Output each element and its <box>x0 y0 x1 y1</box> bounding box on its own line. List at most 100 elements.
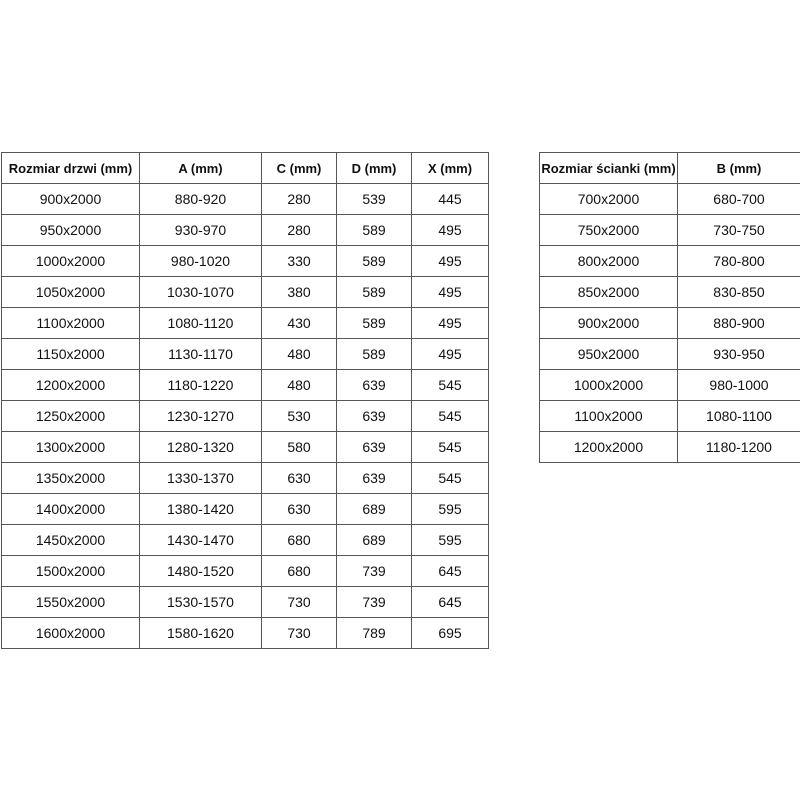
table-cell: 595 <box>411 493 489 525</box>
table-cell: 930-950 <box>677 338 800 370</box>
table-cell: 495 <box>411 338 489 370</box>
table-cell: 830-850 <box>677 276 800 308</box>
table-cell: 980-1020 <box>139 245 262 277</box>
table-cell: 680 <box>261 555 337 587</box>
table-cell: 730-750 <box>677 214 800 246</box>
table-row: 1550x2000 1530-1570 730 739 645 <box>1 586 489 618</box>
table-cell: 739 <box>336 586 412 618</box>
table-cell: 1250x2000 <box>1 400 140 432</box>
table-cell: 880-920 <box>139 183 262 215</box>
table-cell: 1450x2000 <box>1 524 140 556</box>
table-cell: 589 <box>336 214 412 246</box>
table-cell: 1430-1470 <box>139 524 262 556</box>
table-cell: 980-1000 <box>677 369 800 401</box>
column-header: X (mm) <box>411 152 489 184</box>
table-header-row: Rozmiar ścianki (mm) B (mm) <box>539 152 800 184</box>
table-row: 1200x2000 1180-1220 480 639 545 <box>1 369 489 401</box>
table-cell: 495 <box>411 307 489 339</box>
table-cell: 1050x2000 <box>1 276 140 308</box>
table-row: 700x2000 680-700 <box>539 183 800 215</box>
table-row: 800x2000 780-800 <box>539 245 800 277</box>
table-cell: 330 <box>261 245 337 277</box>
table-cell: 689 <box>336 524 412 556</box>
table-cell: 1230-1270 <box>139 400 262 432</box>
table-row: 1150x2000 1130-1170 480 589 495 <box>1 338 489 370</box>
table-cell: 430 <box>261 307 337 339</box>
table-cell: 1330-1370 <box>139 462 262 494</box>
table-cell: 589 <box>336 338 412 370</box>
table-cell: 589 <box>336 276 412 308</box>
table-cell: 1550x2000 <box>1 586 140 618</box>
table-cell: 950x2000 <box>539 338 678 370</box>
table-cell: 1030-1070 <box>139 276 262 308</box>
table-cell: 1580-1620 <box>139 617 262 649</box>
column-header: Rozmiar drzwi (mm) <box>1 152 140 184</box>
table-cell: 1380-1420 <box>139 493 262 525</box>
table-cell: 900x2000 <box>539 307 678 339</box>
table-cell: 280 <box>261 183 337 215</box>
table-row: 1300x2000 1280-1320 580 639 545 <box>1 431 489 463</box>
table-cell: 1000x2000 <box>539 369 678 401</box>
table-cell: 1100x2000 <box>1 307 140 339</box>
table-cell: 495 <box>411 245 489 277</box>
table-cell: 1500x2000 <box>1 555 140 587</box>
table-cell: 1350x2000 <box>1 462 140 494</box>
table-row: 900x2000 880-920 280 539 445 <box>1 183 489 215</box>
table-cell: 1400x2000 <box>1 493 140 525</box>
wall-size-table: Rozmiar ścianki (mm) B (mm) 700x2000 680-7… <box>539 152 800 463</box>
table-cell: 1150x2000 <box>1 338 140 370</box>
table-cell: 639 <box>336 369 412 401</box>
table-cell: 780-800 <box>677 245 800 277</box>
table-cell: 930-970 <box>139 214 262 246</box>
table-cell: 880-900 <box>677 307 800 339</box>
table-row: 1100x2000 1080-1120 430 589 495 <box>1 307 489 339</box>
table-cell: 630 <box>261 493 337 525</box>
table-row: 850x2000 830-850 <box>539 276 800 308</box>
table-cell: 645 <box>411 586 489 618</box>
table-row: 950x2000 930-970 280 589 495 <box>1 214 489 246</box>
table-cell: 630 <box>261 462 337 494</box>
table-cell: 900x2000 <box>1 183 140 215</box>
table-cell: 580 <box>261 431 337 463</box>
table-cell: 1480-1520 <box>139 555 262 587</box>
table-cell: 730 <box>261 617 337 649</box>
table-cell: 850x2000 <box>539 276 678 308</box>
table-cell: 680 <box>261 524 337 556</box>
table-row: 1350x2000 1330-1370 630 639 545 <box>1 462 489 494</box>
table-cell: 445 <box>411 183 489 215</box>
table-cell: 1080-1100 <box>677 400 800 432</box>
table-row: 1450x2000 1430-1470 680 689 595 <box>1 524 489 556</box>
table-cell: 545 <box>411 431 489 463</box>
table-row: 1600x2000 1580-1620 730 789 695 <box>1 617 489 649</box>
column-header: Rozmiar ścianki (mm) <box>539 152 678 184</box>
table-row: 1500x2000 1480-1520 680 739 645 <box>1 555 489 587</box>
table-cell: 545 <box>411 400 489 432</box>
table-cell: 539 <box>336 183 412 215</box>
table-cell: 1080-1120 <box>139 307 262 339</box>
table-cell: 800x2000 <box>539 245 678 277</box>
table-cell: 639 <box>336 400 412 432</box>
table-cell: 645 <box>411 555 489 587</box>
table-cell: 1180-1220 <box>139 369 262 401</box>
table-row: 1400x2000 1380-1420 630 689 595 <box>1 493 489 525</box>
table-cell: 530 <box>261 400 337 432</box>
table-cell: 1130-1170 <box>139 338 262 370</box>
table-cell: 495 <box>411 214 489 246</box>
table-row: 950x2000 930-950 <box>539 338 800 370</box>
table-row: 1250x2000 1230-1270 530 639 545 <box>1 400 489 432</box>
table-row: 1000x2000 980-1000 <box>539 369 800 401</box>
table-row: 750x2000 730-750 <box>539 214 800 246</box>
table-cell: 1600x2000 <box>1 617 140 649</box>
table-row: 1100x2000 1080-1100 <box>539 400 800 432</box>
table-cell: 380 <box>261 276 337 308</box>
column-header: D (mm) <box>336 152 412 184</box>
table-cell: 545 <box>411 462 489 494</box>
table-row: 1000x2000 980-1020 330 589 495 <box>1 245 489 277</box>
table-cell: 545 <box>411 369 489 401</box>
table-cell: 639 <box>336 462 412 494</box>
column-header: A (mm) <box>139 152 262 184</box>
table-row: 1050x2000 1030-1070 380 589 495 <box>1 276 489 308</box>
table-cell: 1000x2000 <box>1 245 140 277</box>
table-cell: 789 <box>336 617 412 649</box>
table-row: 1200x2000 1180-1200 <box>539 431 800 463</box>
